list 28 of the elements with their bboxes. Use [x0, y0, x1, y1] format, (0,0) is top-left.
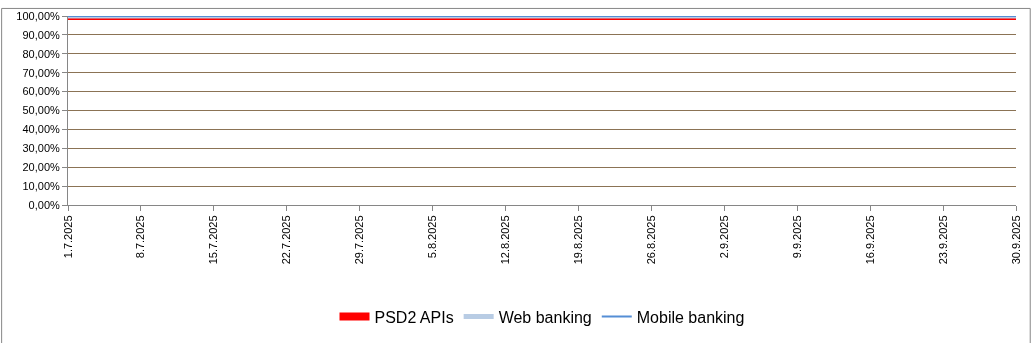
x-tick-label: 19.8.2025 [572, 215, 585, 265]
y-tick-label: 80,00% [22, 47, 61, 60]
y-tick-label: 10,00% [22, 179, 61, 192]
y-tick-label: 30,00% [22, 142, 61, 155]
y-tick-label: 100,00% [16, 9, 61, 22]
y-tick-label: 0,00% [28, 198, 61, 211]
x-tick-label: 1.7.2025 [61, 215, 74, 259]
y-tick-label: 20,00% [22, 161, 61, 174]
x-tick-label: 26.8.2025 [644, 215, 657, 265]
x-tick-label: 8.7.2025 [134, 215, 147, 259]
y-tick-label: 40,00% [22, 123, 61, 136]
x-tick-label: 29.7.2025 [353, 215, 366, 265]
y-tick-label: 50,00% [22, 104, 61, 117]
legend-label: Mobile banking [636, 308, 745, 326]
x-tick-label: 30.9.2025 [1009, 215, 1022, 265]
legend-label: Web banking [498, 308, 592, 326]
x-tick-label: 22.7.2025 [280, 215, 293, 265]
y-tick-label: 90,00% [22, 28, 61, 41]
x-tick-label: 2.9.2025 [717, 215, 730, 259]
x-tick-label: 15.7.2025 [207, 215, 220, 265]
y-tick-label: 60,00% [22, 85, 61, 98]
x-tick-label: 12.8.2025 [499, 215, 512, 265]
x-tick-label: 16.9.2025 [863, 215, 876, 265]
x-tick-label: 23.9.2025 [936, 215, 949, 265]
x-tick-label: 5.8.2025 [426, 215, 439, 259]
y-tick-label: 70,00% [22, 66, 61, 79]
x-tick-label: 9.9.2025 [790, 215, 803, 259]
legend-label: PSD2 APIs [374, 308, 454, 326]
